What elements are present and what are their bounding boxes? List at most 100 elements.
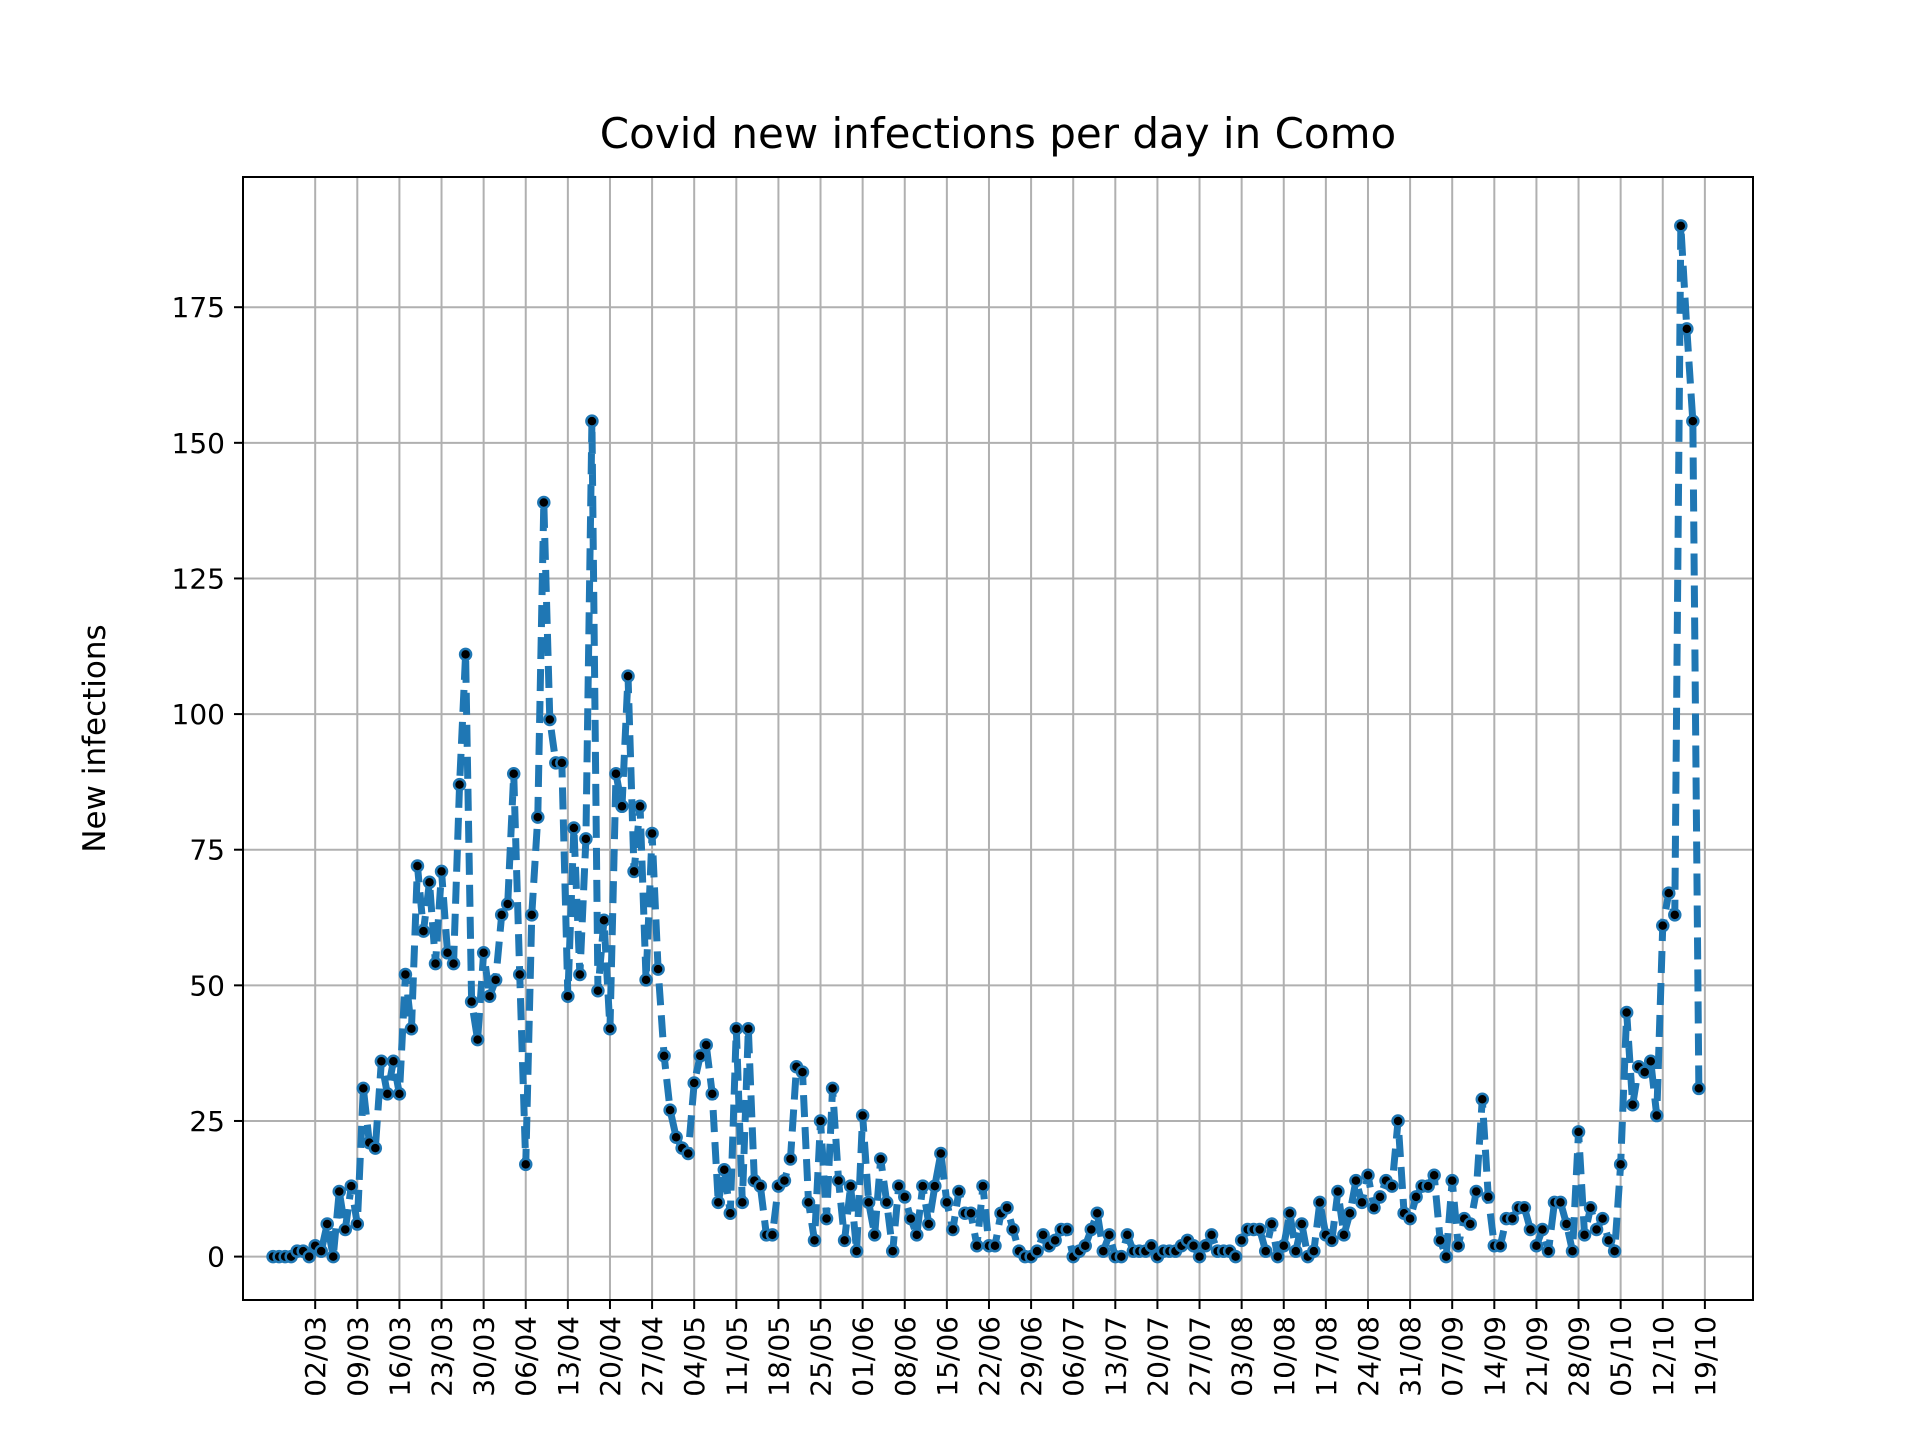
data-point xyxy=(1373,1190,1387,1204)
data-point xyxy=(723,1206,738,1220)
data-point xyxy=(1084,1222,1098,1237)
data-point xyxy=(621,669,635,683)
data-point xyxy=(1445,1173,1459,1188)
data-point xyxy=(506,767,521,781)
data-point xyxy=(916,1179,930,1193)
data-point xyxy=(416,924,431,938)
data-point xyxy=(843,1179,858,1193)
data-point xyxy=(543,712,557,727)
x-tick-label: 25/05 xyxy=(805,1316,838,1397)
x-tick-label: 11/05 xyxy=(720,1316,753,1397)
data-point xyxy=(663,1103,677,1117)
data-point xyxy=(1439,1249,1453,1264)
data-point xyxy=(392,1087,407,1101)
data-point xyxy=(1481,1190,1496,1204)
data-point xyxy=(867,1228,882,1242)
y-axis-label: New infections xyxy=(77,624,113,852)
data-point xyxy=(537,495,551,510)
data-point xyxy=(633,799,647,814)
data-point xyxy=(525,908,539,922)
data-point xyxy=(338,1222,353,1237)
y-axis-ticks: 0 25 50 75 100 125 150 175 xyxy=(172,291,243,1274)
data-point xyxy=(573,967,587,982)
data-point xyxy=(1325,1233,1339,1248)
y-tick-label: 175 xyxy=(172,291,225,324)
data-point xyxy=(1198,1239,1213,1253)
data-point xyxy=(1674,219,1688,233)
data-point xyxy=(585,414,599,428)
data-point xyxy=(1559,1217,1574,1231)
data-point xyxy=(446,956,461,971)
data-point xyxy=(555,756,569,770)
data-point xyxy=(500,897,515,911)
data-point xyxy=(1102,1228,1117,1242)
data-point xyxy=(1307,1244,1321,1258)
data-point xyxy=(356,1081,371,1096)
data-point xyxy=(879,1195,894,1210)
x-tick-label: 12/10 xyxy=(1647,1316,1680,1397)
x-tick-label: 20/07 xyxy=(1141,1316,1174,1397)
x-tick-label: 03/08 xyxy=(1226,1316,1259,1397)
x-tick-label: 05/10 xyxy=(1605,1316,1638,1397)
x-tick-label: 06/04 xyxy=(510,1316,543,1397)
data-point xyxy=(1270,1249,1285,1264)
x-tick-label: 16/03 xyxy=(383,1316,416,1397)
data-point xyxy=(1403,1211,1417,1226)
data-point xyxy=(681,1146,695,1161)
data-point xyxy=(777,1173,792,1188)
data-point xyxy=(861,1195,876,1210)
data-point xyxy=(831,1173,846,1188)
data-point xyxy=(1331,1184,1345,1199)
data-point xyxy=(1337,1228,1351,1242)
data-point xyxy=(1427,1168,1441,1182)
data-point xyxy=(813,1114,828,1128)
data-point xyxy=(717,1163,732,1177)
x-tick-label: 02/03 xyxy=(299,1316,332,1397)
data-point xyxy=(910,1228,924,1242)
x-axis-ticks: 02/03 09/03 16/03 23/03 30/03 06/04 13/04 20/04… xyxy=(299,1300,1722,1397)
x-tick-label: 27/04 xyxy=(636,1316,669,1397)
data-point xyxy=(452,777,467,792)
chart-title: Covid new infections per day in Como xyxy=(600,109,1396,158)
data-point xyxy=(639,973,653,987)
data-point xyxy=(404,1021,419,1036)
data-point xyxy=(1036,1228,1050,1242)
data-point xyxy=(904,1211,918,1226)
x-tick-label: 22/06 xyxy=(973,1316,1006,1397)
data-point xyxy=(422,875,437,890)
data-point xyxy=(398,967,413,982)
data-point xyxy=(1090,1206,1105,1220)
data-point xyxy=(1000,1201,1014,1215)
data-point xyxy=(1048,1233,1062,1248)
x-tick-label: 27/07 xyxy=(1184,1316,1217,1397)
data-point xyxy=(711,1195,726,1210)
data-point xyxy=(609,767,623,781)
x-tick-label: 01/06 xyxy=(847,1316,880,1397)
data-point xyxy=(320,1217,334,1231)
data-point xyxy=(1277,1239,1291,1253)
data-point xyxy=(458,647,473,662)
x-tick-label: 10/08 xyxy=(1268,1316,1301,1397)
y-tick-label: 25 xyxy=(189,1105,225,1138)
data-point xyxy=(687,1076,701,1090)
data-point xyxy=(1096,1244,1111,1258)
data-point xyxy=(1192,1249,1207,1264)
data-point xyxy=(1343,1206,1357,1220)
data-point xyxy=(1186,1239,1201,1253)
data-point xyxy=(1529,1239,1544,1253)
data-point xyxy=(567,821,581,835)
data-point xyxy=(765,1228,780,1242)
data-point xyxy=(1662,886,1676,900)
data-point xyxy=(615,799,629,814)
data-point xyxy=(1144,1239,1159,1253)
data-point xyxy=(970,1239,984,1253)
data-point xyxy=(627,864,641,879)
data-point xyxy=(1541,1244,1556,1258)
data-point xyxy=(1114,1249,1129,1264)
data-point xyxy=(1692,1081,1706,1096)
data-point xyxy=(1523,1222,1538,1237)
data-point xyxy=(1421,1179,1435,1193)
y-tick-label: 75 xyxy=(189,834,225,867)
data-point xyxy=(1668,908,1682,922)
